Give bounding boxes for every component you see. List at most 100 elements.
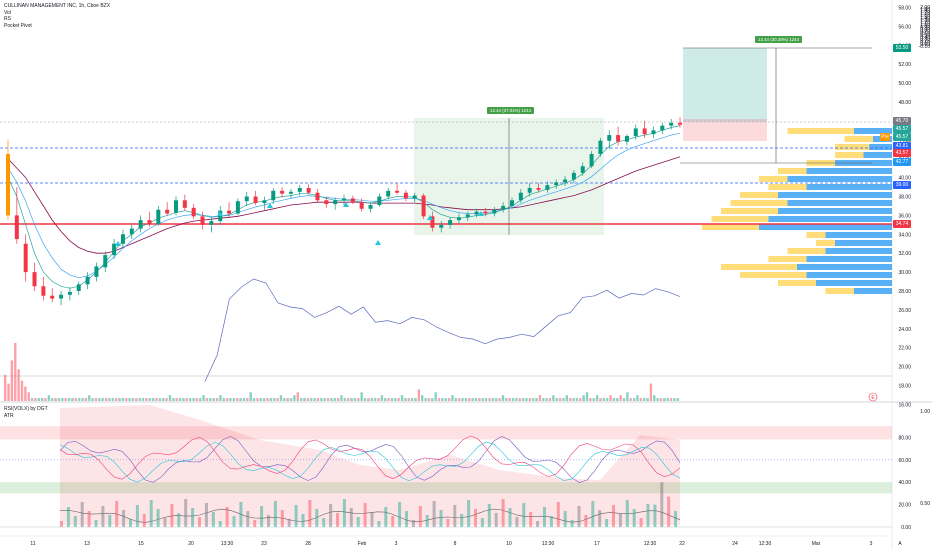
candle-body <box>209 221 214 225</box>
volume-bar <box>579 398 582 401</box>
candle-body <box>227 210 232 214</box>
rsi-volume-bar <box>253 520 257 527</box>
candle-body <box>138 220 143 229</box>
volume-bar <box>57 398 61 401</box>
rsi-right-tick: 0.50 <box>920 501 930 507</box>
candle-body <box>156 209 161 224</box>
rsi-volume-bar <box>480 518 484 527</box>
rsi-volume-bar <box>322 518 326 527</box>
candle-body <box>598 140 603 154</box>
rsi-volume-bar <box>94 520 98 527</box>
volume-profile-bar-down <box>787 176 892 182</box>
volume-bar <box>606 398 609 401</box>
rsi-pane[interactable] <box>0 402 892 536</box>
rsi-volume-bar <box>618 514 622 527</box>
volume-bar <box>673 398 676 401</box>
volume-bar <box>212 398 215 401</box>
main-legend[interactable]: CULLINAN MANAGEMENT INC, 1h, Cboe BZX Vo… <box>4 3 110 29</box>
indicator-axis-tick: 1.00 <box>920 24 930 30</box>
candle-body <box>103 255 108 268</box>
candle-body <box>624 136 629 142</box>
rsi-volume-bar <box>232 516 236 527</box>
time-axis-tick: 17 <box>594 541 600 547</box>
rsi-volume-bar <box>108 515 112 527</box>
candle-body <box>182 200 187 208</box>
volume-bar <box>622 398 626 401</box>
rsi-volume-bar <box>398 502 402 527</box>
long-position-profit-zone[interactable] <box>683 48 767 122</box>
volume-bar <box>515 398 518 401</box>
candle-body <box>14 215 19 240</box>
volume-bar <box>303 398 306 401</box>
time-axis-tick: Feb <box>358 541 367 547</box>
indicator-axis-tick: 1.90 <box>920 7 930 13</box>
legend-rs[interactable]: RS <box>4 16 11 22</box>
candle-body <box>50 295 55 299</box>
volume-profile-bar-up <box>825 288 854 294</box>
rsi-volume-bar <box>563 511 567 527</box>
rsi-volume-bar <box>142 514 146 527</box>
volume-bar <box>454 398 458 401</box>
volume-bar <box>182 398 185 401</box>
rsi-volume-bar <box>522 503 526 527</box>
volume-profile-bar-down <box>835 240 892 246</box>
candle-body <box>359 202 364 209</box>
volume-profile-bar-up <box>721 264 797 270</box>
indicator-axis-tick: 1.30 <box>920 18 930 24</box>
volume-bar <box>585 392 589 401</box>
volume-bar <box>27 392 30 401</box>
volume-bar <box>299 398 303 401</box>
time-axis-tick: 8 <box>454 541 457 547</box>
rsi-legend[interactable]: RSI(VOLX) by DGT ATR <box>4 406 48 419</box>
volume-bar <box>569 398 572 401</box>
legend-atr[interactable]: ATR <box>4 412 14 419</box>
rsi-volume-bar <box>577 506 581 527</box>
volume-bar <box>589 398 592 401</box>
price-axis[interactable]: 58.0056.0054.0052.0050.0048.0044.0042.00… <box>898 6 911 409</box>
legend-rsi[interactable]: RSI(VOLX) by DGT <box>4 406 48 412</box>
candle-body <box>616 135 621 142</box>
candle-body <box>571 172 576 180</box>
volume-profile-bar-up <box>759 176 788 182</box>
volume-bar <box>283 398 286 401</box>
volume-bar <box>98 398 101 401</box>
volume-bar <box>239 398 242 401</box>
rsi-volume-bar <box>487 504 491 527</box>
volume-bar <box>387 398 390 401</box>
rsi-volume-bar <box>667 496 671 527</box>
volume-bar <box>162 398 165 401</box>
long-position-stop-zone[interactable] <box>683 119 767 141</box>
volume-bar <box>205 398 209 401</box>
volume-profile-bar-down <box>778 192 892 198</box>
indicator-axis[interactable]: 2.001.901.801.701.601.501.401.301.201.10… <box>919 5 931 50</box>
pocket-pivot-marker <box>267 203 273 208</box>
volume-bar <box>340 395 343 401</box>
volume-bar <box>676 398 679 401</box>
volume-bar <box>54 398 57 401</box>
volume-profile-bar-down <box>806 168 892 174</box>
rsi-volume-bar <box>294 505 298 527</box>
time-axis[interactable]: 11 13 15 20 13:30 23 28 Feb 3 8 10 12:30 17 12:30 22 24… <box>30 541 902 547</box>
rsi-volume-bar <box>315 509 319 527</box>
earnings-marker-icon[interactable] <box>868 392 878 402</box>
indicator-axis-tick: 1.10 <box>920 22 930 28</box>
horizontal-lines[interactable] <box>0 121 892 377</box>
rsi-axis[interactable]: 80.00 60.00 40.00 20.00 0.00 1.00 0.50 <box>898 409 930 531</box>
symbol-title[interactable]: CULLINAN MANAGEMENT INC, 1h, Cboe BZX <box>4 3 111 9</box>
volume-bar <box>447 398 451 401</box>
legend-vol[interactable]: Vol <box>4 9 11 16</box>
volume-bar <box>306 398 310 401</box>
candle-body <box>545 185 550 190</box>
candle-body <box>580 166 585 173</box>
rsi-volume-bar <box>184 499 188 527</box>
indicator-axis-tick: 0.60 <box>920 31 930 37</box>
pocket-pivot-marker <box>217 211 223 216</box>
volume-bar <box>414 398 417 401</box>
legend-pocket-pivot[interactable]: Pocket Pivot <box>4 22 32 29</box>
volume-bar <box>377 398 380 401</box>
volume-bar <box>242 398 246 401</box>
rsi-volume-bar <box>425 515 429 527</box>
candle-body <box>235 201 240 214</box>
